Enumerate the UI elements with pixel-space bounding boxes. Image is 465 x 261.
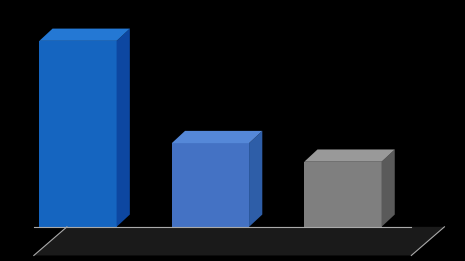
Bar	[40, 41, 117, 227]
Polygon shape	[172, 131, 262, 143]
Polygon shape	[381, 150, 395, 227]
Bar	[172, 143, 249, 227]
Polygon shape	[304, 150, 395, 162]
Polygon shape	[40, 29, 130, 41]
Polygon shape	[34, 227, 445, 256]
Bar	[304, 162, 381, 227]
Polygon shape	[117, 29, 130, 227]
Polygon shape	[249, 131, 262, 227]
